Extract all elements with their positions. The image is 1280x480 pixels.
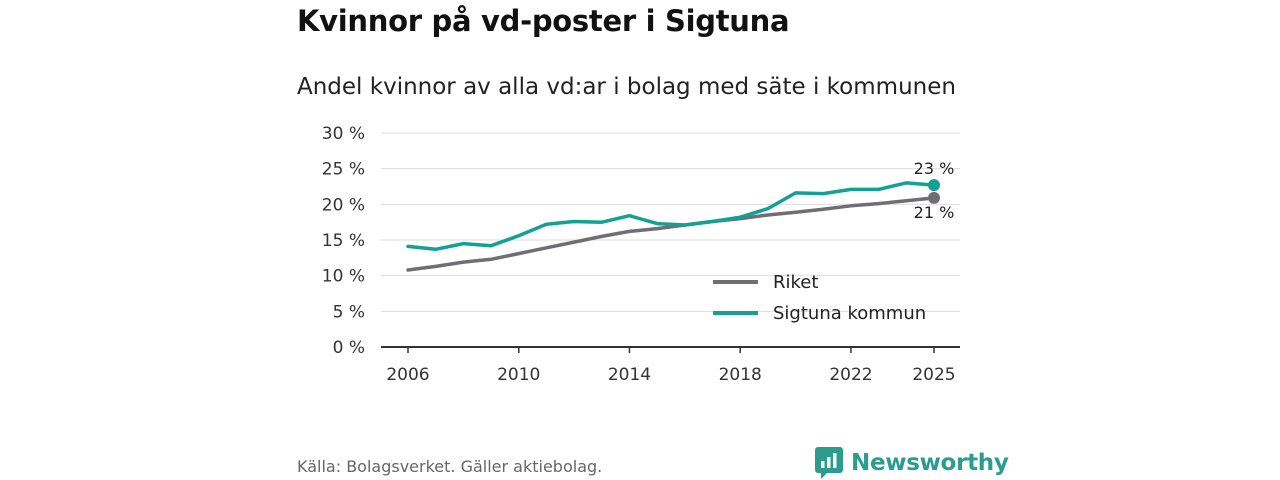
y-tick-label: 20 %: [322, 195, 365, 215]
x-tick-label: 2018: [719, 365, 762, 385]
y-tick-label: 10 %: [322, 267, 365, 287]
x-tick-label: 2025: [912, 365, 955, 385]
legend: Riket Sigtuna kommun: [713, 272, 926, 324]
y-tick-label: 30 %: [322, 124, 365, 144]
logo-text: Newsworthy: [851, 450, 1009, 476]
x-axis: 2006 2010 2014 2018 2022 2025: [381, 346, 960, 385]
series-lines: 21 % 23 %: [406, 159, 955, 272]
newsworthy-logo: Newsworthy: [815, 447, 1009, 479]
chart-title: Kvinnor på vd-poster i Sigtuna: [297, 4, 790, 38]
legend-label: Sigtuna kommun: [773, 303, 926, 324]
x-tick-label: 2006: [386, 365, 429, 385]
bar-chart-speech-bubble-icon: [815, 447, 843, 479]
x-tick-label: 2014: [608, 365, 651, 385]
source-note: Källa: Bolagsverket. Gäller aktiebolag.: [297, 457, 603, 476]
y-tick-label: 15 %: [322, 231, 365, 251]
y-tick-label: 25 %: [322, 160, 365, 180]
grid-lines: [381, 132, 960, 312]
x-tick-label: 2010: [497, 365, 540, 385]
end-point-sigtuna: [928, 179, 940, 192]
legend-label: Riket: [773, 272, 818, 293]
y-axis-ticks: 0 % 5 % 10 % 15 % 20 % 25 % 30 %: [322, 124, 365, 358]
end-value-label: 21 %: [914, 203, 955, 222]
y-tick-label: 5 %: [333, 302, 365, 322]
y-tick-label: 0 %: [333, 338, 365, 358]
x-tick-label: 2022: [829, 365, 872, 385]
end-point-riket: [928, 191, 940, 204]
series-line-riket: [406, 196, 936, 272]
series-line-sigtuna: [406, 181, 936, 252]
chart-subtitle: Andel kvinnor av alla vd:ar i bolag med …: [297, 74, 956, 100]
end-value-label: 23 %: [914, 159, 955, 178]
